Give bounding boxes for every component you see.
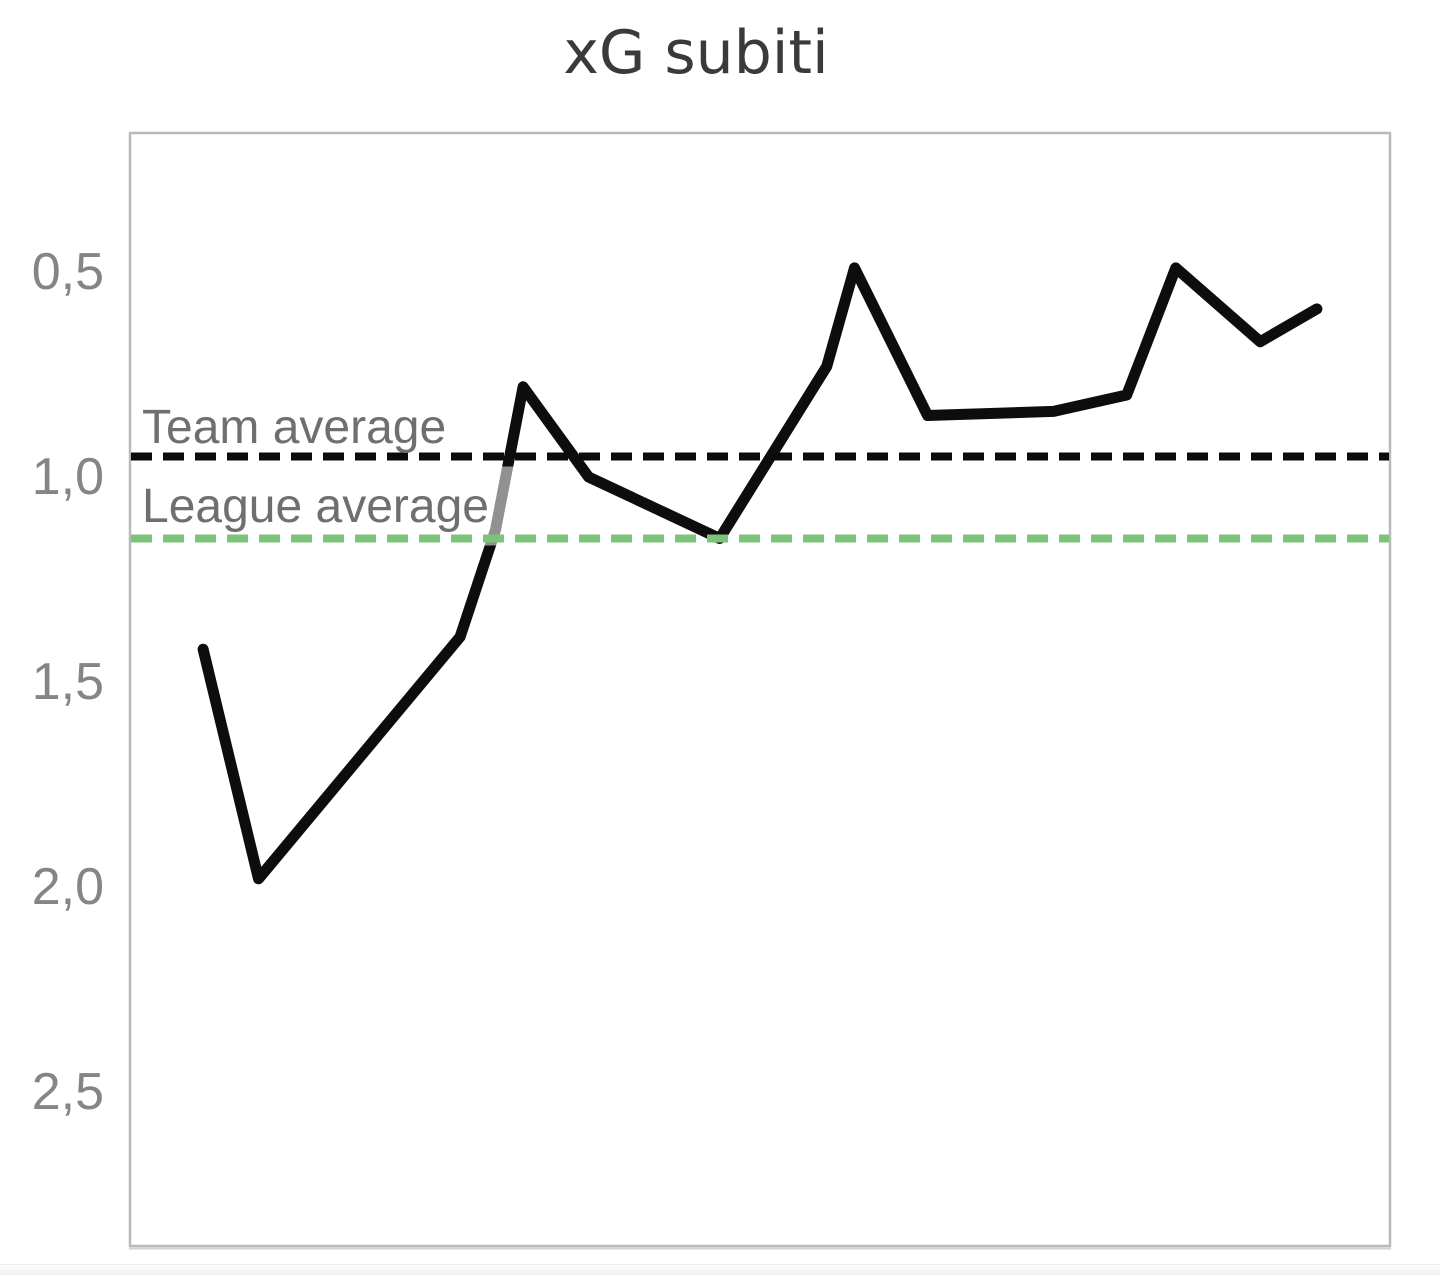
team-average-label: Team average: [142, 400, 447, 454]
y-tick-label: 2,5: [31, 1063, 104, 1121]
league-average-label: League average: [142, 479, 489, 533]
league-label-backdrop: [134, 466, 526, 546]
chart-title: xG subiti: [563, 18, 829, 88]
team-label-backdrop: [134, 396, 482, 455]
y-tick-label: 2,0: [31, 858, 104, 916]
y-tick-label: 1,0: [31, 448, 104, 506]
y-tick-label: 1,5: [31, 653, 104, 711]
plot-border: [128, 131, 1392, 1248]
page-bottom-strip: [0, 1264, 1440, 1275]
series-line[interactable]: [197, 262, 1323, 885]
y-tick-label: 0,5: [31, 243, 104, 301]
